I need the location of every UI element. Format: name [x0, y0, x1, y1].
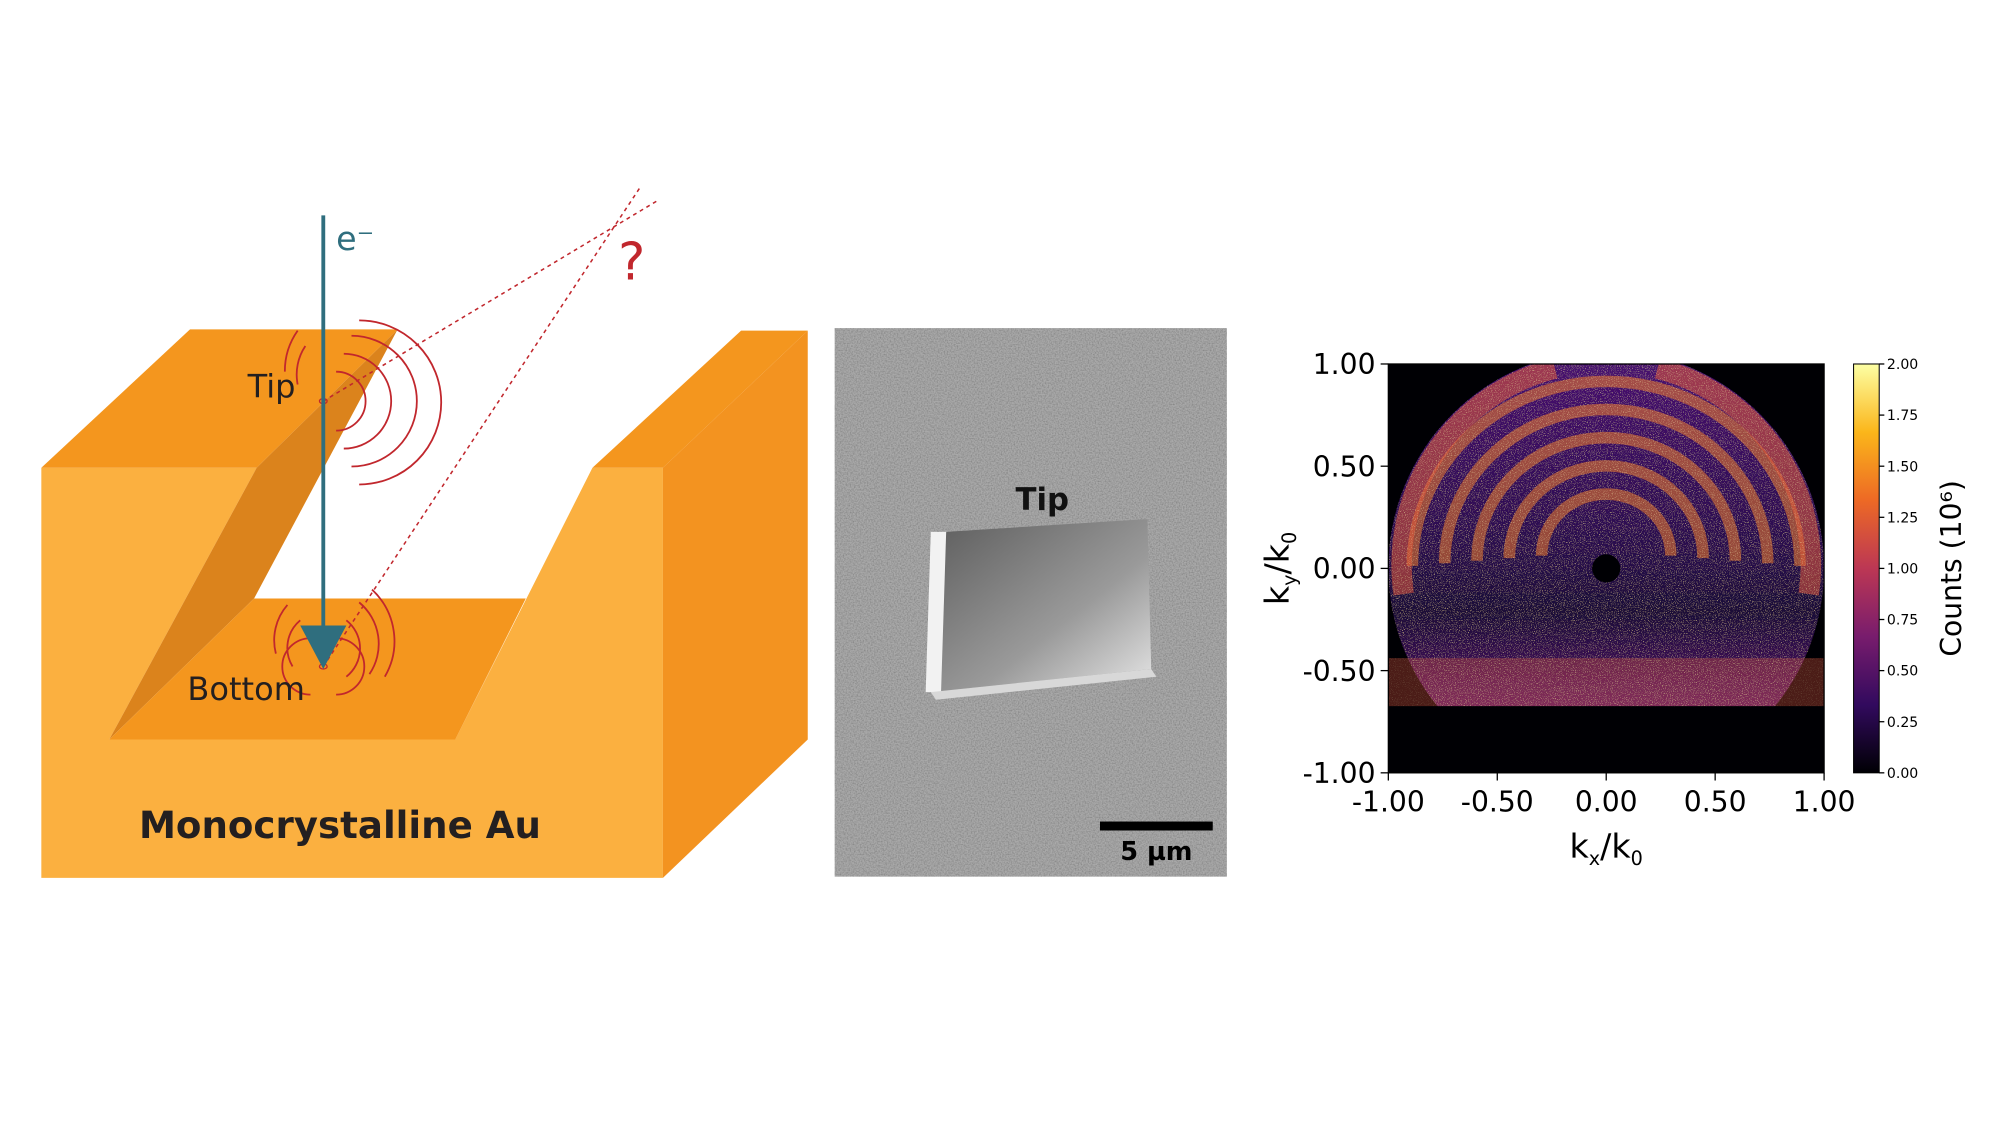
left-top-face — [41, 329, 398, 468]
scale-bar — [1099, 821, 1213, 831]
intensity-rim — [1654, 363, 1822, 596]
y-axis-label-part: /k — [1257, 543, 1296, 574]
y-tick-label: 0.50 — [1313, 450, 1376, 483]
x-axis-label: kx/k0 — [1570, 826, 1643, 870]
x-axis-label-part: x — [1589, 847, 1600, 870]
pit-edge — [925, 531, 947, 693]
x-tick-label: 0.50 — [1684, 785, 1747, 818]
right-top-face — [592, 330, 808, 468]
tip-label: Tip — [1016, 482, 1070, 518]
pit — [930, 519, 1152, 693]
x-tick-label: -1.00 — [1352, 785, 1425, 818]
material-label: Monocrystalline Au — [139, 804, 541, 847]
x-tick-label: 1.00 — [1793, 785, 1856, 818]
scale-bar-label: 5 µm — [1120, 837, 1192, 867]
pit-edge — [930, 669, 1157, 700]
y-tick-label: 0.00 — [1313, 553, 1376, 586]
colorbar-tick-label: 1.50 — [1887, 459, 1918, 475]
x-axis-label-part: /k — [1600, 826, 1631, 865]
colorbar-tick-label: 2.00 — [1887, 357, 1918, 373]
colorbar-label: Counts (10⁶) — [1935, 480, 1968, 657]
intensity-bottom — [1388, 658, 1825, 707]
colorbar-tick-label: 1.00 — [1887, 562, 1918, 578]
colorbar — [1853, 363, 1880, 774]
x-tick-label: -0.50 — [1461, 785, 1534, 818]
colorbar-tick-label: 0.25 — [1887, 715, 1918, 731]
intensity-band — [1535, 488, 1677, 556]
colorbar-tick-label: 0.50 — [1887, 664, 1918, 680]
heatmap-chart: -1.00 -0.50 0.00 0.50 1.00 -1.00 -0.50 0.00 0.50… — [1257, 348, 1968, 870]
beam-arrowhead — [300, 625, 347, 670]
y-axis-label-part: k — [1257, 585, 1296, 605]
x-axis-label-part: 0 — [1631, 847, 1643, 870]
intensity-band — [1471, 431, 1742, 561]
electron-label: e⁻ — [336, 219, 374, 258]
ray-line — [322, 185, 642, 667]
colorbar-tick-label: 1.25 — [1887, 510, 1918, 526]
tip-label: Tip — [247, 367, 296, 405]
y-axis-label-part: 0 — [1278, 532, 1301, 544]
y-tick-label: 1.00 — [1313, 348, 1376, 381]
ray-line — [322, 200, 657, 402]
intensity-band — [1438, 403, 1774, 564]
trench-diagram: e⁻ ? Tip Bottom Monocrystalline Au — [41, 185, 808, 878]
intensity-band — [1503, 460, 1709, 559]
question-mark: ? — [618, 232, 645, 292]
x-axis-label-part: k — [1570, 826, 1590, 865]
inner-slope-face — [109, 329, 398, 740]
right-side-face — [662, 330, 808, 878]
colorbar-tick-label: 0.75 — [1887, 613, 1918, 629]
intensity-band — [1406, 375, 1806, 566]
sem-micrograph: Tip 5 µm — [834, 328, 1227, 877]
front-face — [41, 467, 663, 878]
y-axis-label: ky/k0 — [1257, 532, 1301, 605]
y-tick-label: -0.50 — [1303, 655, 1376, 688]
colorbar-tick-label: 1.75 — [1887, 408, 1918, 424]
intensity-rim — [1391, 363, 1558, 596]
floor-face — [109, 598, 526, 740]
x-tick-label: 0.00 — [1575, 785, 1638, 818]
y-tick-label: -1.00 — [1303, 757, 1376, 790]
beam-block — [1592, 554, 1621, 583]
y-axis-label-part: y — [1278, 574, 1301, 585]
bottom-label: Bottom — [187, 670, 305, 708]
colorbar-tick-label: 0.00 — [1887, 766, 1918, 782]
wave-arcs — [273, 319, 443, 696]
